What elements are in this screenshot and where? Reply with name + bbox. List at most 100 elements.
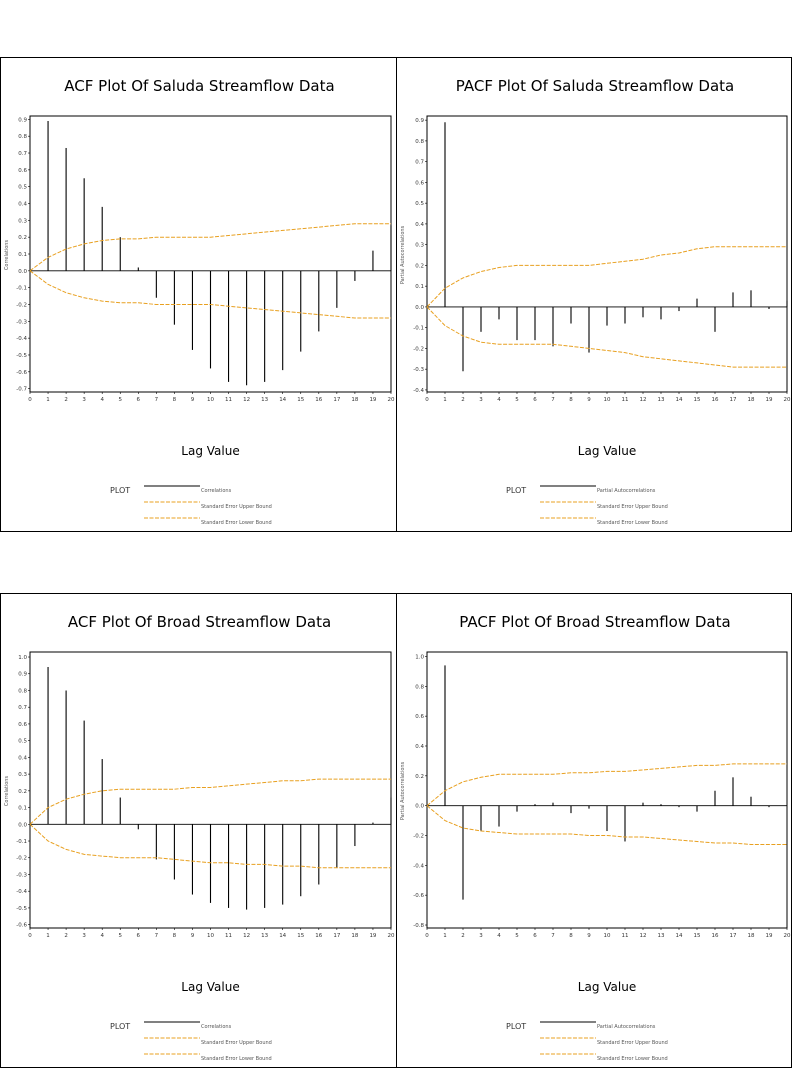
x-tick-label: 20 [388, 397, 395, 403]
y-tick-label: -0.2 [16, 302, 27, 308]
y-tick-label: -0.6 [16, 923, 27, 929]
legend-entry: Standard Error Upper Bound [597, 504, 668, 510]
upper-bound-line [426, 763, 787, 807]
x-tick-label: 17 [333, 397, 340, 403]
y-tick-label: -0.1 [16, 286, 27, 292]
x-tick-label: 10 [207, 397, 214, 403]
x-tick-label: 13 [658, 933, 665, 939]
x-tick-label: 8 [173, 397, 177, 403]
x-tick-label: 2 [461, 397, 465, 403]
y-tick-label: 0.4 [18, 755, 27, 761]
x-axis-label: Lag Value [181, 980, 239, 994]
y-tick-label: 0.9 [18, 117, 27, 123]
y-tick-label: -0.1 [413, 326, 424, 332]
x-tick-label: 11 [622, 933, 629, 939]
x-tick-label: 8 [569, 397, 573, 403]
y-tick-label: 0.1 [18, 252, 27, 258]
y-tick-label: -0.2 [413, 834, 424, 840]
x-tick-label: 9 [191, 933, 195, 939]
y-tick-label: 0.7 [18, 151, 27, 157]
lower-bound-line [426, 805, 787, 845]
x-tick-label: 17 [333, 933, 340, 939]
x-axis-label: Lag Value [578, 980, 636, 994]
y-tick-label: 0.0 [18, 269, 27, 275]
y-tick-label: -0.5 [16, 353, 27, 359]
x-tick-label: 18 [351, 397, 358, 403]
x-tick-label: 15 [694, 933, 701, 939]
y-tick-label: 0.7 [415, 160, 424, 166]
y-tick-label: 0.1 [18, 806, 27, 812]
legend-entry: Standard Error Upper Bound [597, 1040, 668, 1046]
x-tick-label: 9 [587, 397, 591, 403]
x-tick-label: 1 [46, 397, 50, 403]
x-tick-label: 8 [173, 933, 177, 939]
y-tick-label: 0.1 [415, 284, 424, 290]
x-tick-label: 11 [225, 933, 232, 939]
x-tick-label: 19 [766, 933, 773, 939]
y-tick-label: -0.2 [16, 856, 27, 862]
x-tick-label: 13 [658, 397, 665, 403]
x-tick-label: 2 [64, 397, 68, 403]
x-tick-label: 16 [315, 397, 322, 403]
y-tick-label: 0.0 [18, 822, 27, 828]
y-tick-label: 0.9 [18, 672, 27, 678]
legend-entry: Correlations [201, 1024, 232, 1030]
x-tick-label: 18 [748, 397, 755, 403]
y-tick-label: 0.5 [18, 739, 27, 745]
x-tick-label: 1 [46, 933, 50, 939]
y-tick-label: 0.3 [18, 218, 27, 224]
x-tick-label: 13 [261, 933, 268, 939]
x-tick-label: 7 [155, 933, 159, 939]
lower-bound-line [426, 306, 787, 368]
x-tick-label: 4 [100, 933, 104, 939]
x-tick-label: 16 [712, 933, 719, 939]
legend-entry: Standard Error Lower Bound [201, 520, 272, 526]
y-tick-label: -0.4 [413, 863, 424, 869]
x-tick-label: 0 [28, 397, 32, 403]
x-tick-label: 3 [82, 933, 86, 939]
x-tick-label: 17 [730, 933, 737, 939]
x-tick-label: 1 [443, 397, 447, 403]
legend-title: PLOT [110, 1022, 130, 1031]
legend-entry: Standard Error Lower Bound [201, 1056, 272, 1062]
y-tick-label: -0.8 [413, 923, 424, 929]
x-tick-label: 16 [712, 397, 719, 403]
x-tick-label: 0 [28, 933, 32, 939]
legend-entry: Standard Error Lower Bound [597, 520, 668, 526]
y-tick-label: 0.6 [18, 168, 27, 174]
chart-panel-acf-saluda: ACF Plot Of Saluda Streamflow Data Correl… [0, 57, 397, 532]
y-tick-label: -0.4 [413, 388, 424, 394]
upper-bound-line [426, 246, 787, 308]
x-tick-label: 12 [640, 933, 647, 939]
y-tick-label: 0.0 [415, 804, 424, 810]
x-tick-label: 6 [533, 397, 537, 403]
x-tick-label: 4 [497, 933, 501, 939]
x-tick-label: 5 [515, 397, 519, 403]
x-tick-label: 7 [155, 397, 159, 403]
x-tick-label: 10 [604, 933, 611, 939]
y-tick-label: 0.2 [415, 263, 424, 269]
legend-entry: Correlations [201, 488, 232, 494]
pacf-broad-chart: PACF Plot Of Broad Streamflow Data Partia… [400, 613, 791, 1062]
x-tick-label: 5 [119, 397, 123, 403]
y-tick-label: 0.7 [18, 705, 27, 711]
x-tick-label: 11 [622, 397, 629, 403]
x-tick-label: 16 [315, 933, 322, 939]
chart-title: PACF Plot Of Broad Streamflow Data [459, 613, 730, 631]
upper-bound-line [29, 223, 391, 272]
x-tick-label: 10 [604, 397, 611, 403]
x-tick-label: 12 [640, 397, 647, 403]
acf-saluda-chart: ACF Plot Of Saluda Streamflow Data Correl… [4, 77, 395, 526]
y-tick-label: 0.6 [18, 722, 27, 728]
x-tick-label: 6 [137, 397, 141, 403]
x-tick-label: 17 [730, 397, 737, 403]
x-tick-label: 15 [297, 397, 304, 403]
y-tick-label: -0.2 [413, 346, 424, 352]
y-axis-label: Correlations [4, 776, 10, 807]
chart-title: ACF Plot Of Saluda Streamflow Data [64, 77, 334, 95]
x-tick-label: 19 [369, 933, 376, 939]
chart-title: PACF Plot Of Saluda Streamflow Data [456, 77, 734, 95]
y-tick-label: 0.4 [18, 202, 27, 208]
y-tick-label: 0.9 [415, 118, 424, 124]
x-tick-label: 14 [676, 397, 683, 403]
